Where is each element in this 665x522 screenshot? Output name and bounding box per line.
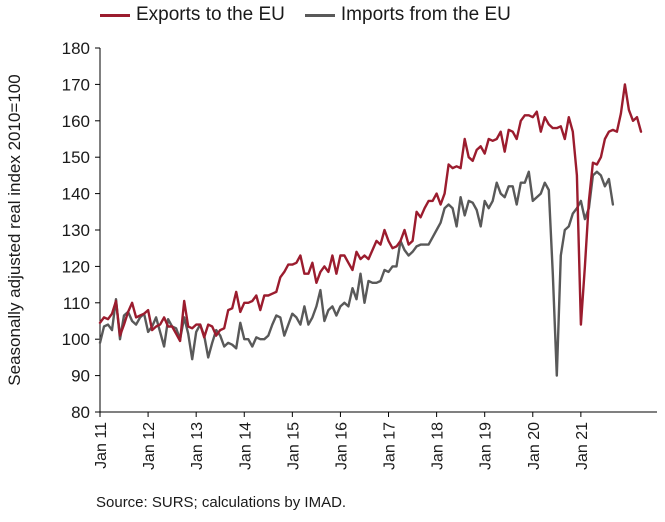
legend-item-imports: Imports from the EU xyxy=(304,4,511,26)
x-tick-label: Jan 14 xyxy=(237,422,254,470)
legend-label-exports: Exports to the EU xyxy=(136,4,285,25)
source-note: Source: SURS; calculations by IMAD. xyxy=(96,494,347,511)
x-tick-label: Jan 16 xyxy=(333,422,350,470)
y-tick-label: 120 xyxy=(62,257,90,276)
y-tick-label: 170 xyxy=(62,75,90,94)
legend-swatch-exports xyxy=(100,13,130,17)
x-tick-label: Jan 15 xyxy=(285,422,302,470)
y-tick-label: 160 xyxy=(62,112,90,131)
y-tick-label: 180 xyxy=(62,39,90,58)
y-tick-label: 90 xyxy=(71,367,90,386)
x-tick-label: Jan 12 xyxy=(141,422,158,470)
x-tick-label: Jan 18 xyxy=(430,422,447,470)
x-tick-label: Jan 11 xyxy=(93,422,110,469)
x-tick-label: Jan 19 xyxy=(478,422,495,470)
series-line-exports xyxy=(98,83,643,343)
y-tick-label: 80 xyxy=(71,403,90,422)
x-tick-label: Jan 13 xyxy=(189,422,206,470)
x-tick-label: Jan 21 xyxy=(574,422,591,470)
x-tick-label: Jan 20 xyxy=(526,422,543,470)
legend: Exports to the EU Imports from the EU xyxy=(100,4,511,26)
x-tick-label: Jan 17 xyxy=(382,422,399,470)
y-tick-label: 110 xyxy=(63,294,90,313)
y-axis-label: Seasonally adjusted real index 2010=100 xyxy=(5,74,24,385)
y-tick-label: 140 xyxy=(62,185,90,204)
y-tick-label: 130 xyxy=(62,221,90,240)
series-line-imports xyxy=(98,170,615,377)
legend-label-imports: Imports from the EU xyxy=(340,4,511,25)
legend-item-exports: Exports to the EU xyxy=(100,4,285,26)
legend-swatch-imports xyxy=(304,13,335,17)
y-tick-label: 100 xyxy=(62,330,90,349)
y-tick-label: 150 xyxy=(62,148,90,167)
